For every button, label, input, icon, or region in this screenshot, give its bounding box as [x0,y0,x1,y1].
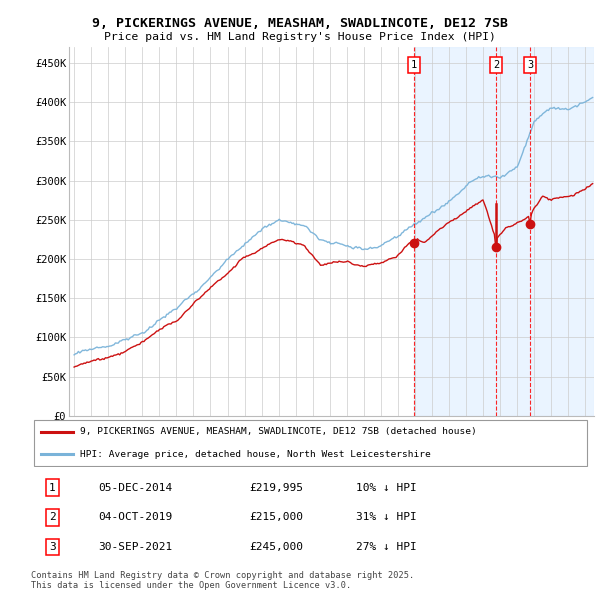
Text: 31% ↓ HPI: 31% ↓ HPI [356,513,416,522]
Text: Price paid vs. HM Land Registry's House Price Index (HPI): Price paid vs. HM Land Registry's House … [104,32,496,42]
Text: £215,000: £215,000 [249,513,303,522]
Text: 1: 1 [410,60,417,70]
FancyBboxPatch shape [34,420,587,466]
Bar [413,47,594,416]
Text: 10% ↓ HPI: 10% ↓ HPI [356,483,416,493]
Text: £219,995: £219,995 [249,483,303,493]
Text: 3: 3 [527,60,533,70]
Text: 30-SEP-2021: 30-SEP-2021 [98,542,173,552]
Text: 05-DEC-2014: 05-DEC-2014 [98,483,173,493]
Text: 2: 2 [49,513,56,522]
Text: Contains HM Land Registry data © Crown copyright and database right 2025.: Contains HM Land Registry data © Crown c… [31,571,415,579]
Text: 04-OCT-2019: 04-OCT-2019 [98,513,173,522]
Text: 1: 1 [49,483,56,493]
Text: 27% ↓ HPI: 27% ↓ HPI [356,542,416,552]
Text: £245,000: £245,000 [249,542,303,552]
Text: HPI: Average price, detached house, North West Leicestershire: HPI: Average price, detached house, Nort… [80,450,431,458]
Text: 3: 3 [49,542,56,552]
Text: 9, PICKERINGS AVENUE, MEASHAM, SWADLINCOTE, DE12 7SB: 9, PICKERINGS AVENUE, MEASHAM, SWADLINCO… [92,17,508,30]
Text: 9, PICKERINGS AVENUE, MEASHAM, SWADLINCOTE, DE12 7SB (detached house): 9, PICKERINGS AVENUE, MEASHAM, SWADLINCO… [80,428,477,437]
Text: 2: 2 [493,60,499,70]
Text: This data is licensed under the Open Government Licence v3.0.: This data is licensed under the Open Gov… [31,581,352,589]
